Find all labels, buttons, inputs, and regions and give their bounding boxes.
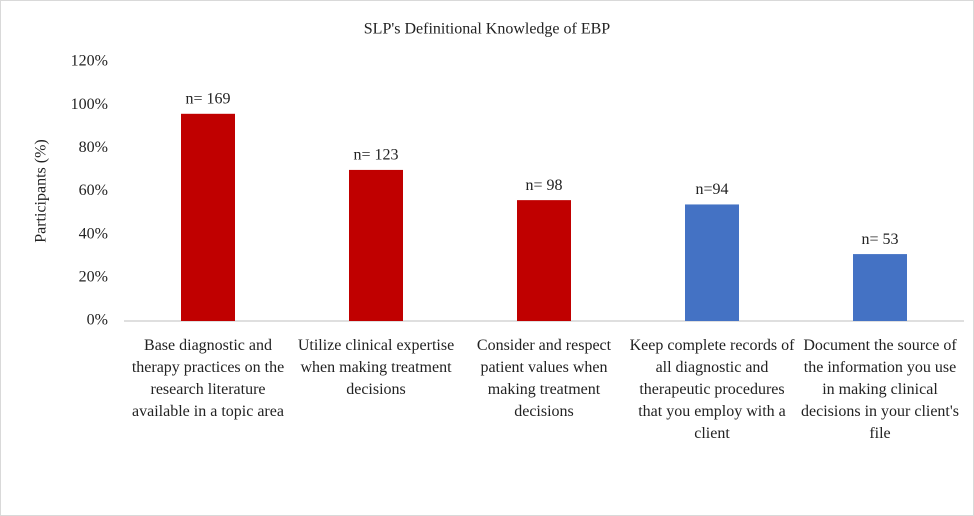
bar	[853, 254, 907, 321]
bar-annotation: n= 98	[525, 177, 562, 194]
x-tick-label: Utilize clinical expertise when making t…	[297, 337, 455, 398]
bar	[349, 169, 403, 321]
y-tick-label: 80%	[79, 139, 108, 156]
y-tick-label: 40%	[79, 225, 108, 242]
y-tick-label: 100%	[71, 96, 108, 113]
bar-annotation: n= 169	[185, 90, 230, 107]
y-tick-label: 60%	[79, 182, 108, 199]
y-tick-label: 20%	[79, 269, 108, 286]
x-tick-label: Base diagnostic and therapy practices on…	[131, 337, 285, 420]
bar	[685, 204, 739, 321]
chart-title: SLP's Definitional Knowledge of EBP	[364, 21, 611, 38]
bar-annotation: n= 53	[861, 231, 898, 248]
bar-annotation: n= 123	[353, 147, 398, 164]
y-axis-label: Participants (%)	[33, 139, 50, 243]
y-tick-label: 0%	[87, 312, 108, 329]
y-tick-label: 120%	[71, 53, 108, 70]
bar	[181, 113, 235, 321]
x-tick-label: Consider and respect patient values when…	[476, 337, 612, 420]
bar-annotation: n=94	[695, 181, 728, 198]
x-tick-label: Keep complete records of all diagnostic …	[629, 337, 795, 442]
x-tick-label: Document the source of the information y…	[801, 337, 959, 442]
bar	[517, 200, 571, 321]
